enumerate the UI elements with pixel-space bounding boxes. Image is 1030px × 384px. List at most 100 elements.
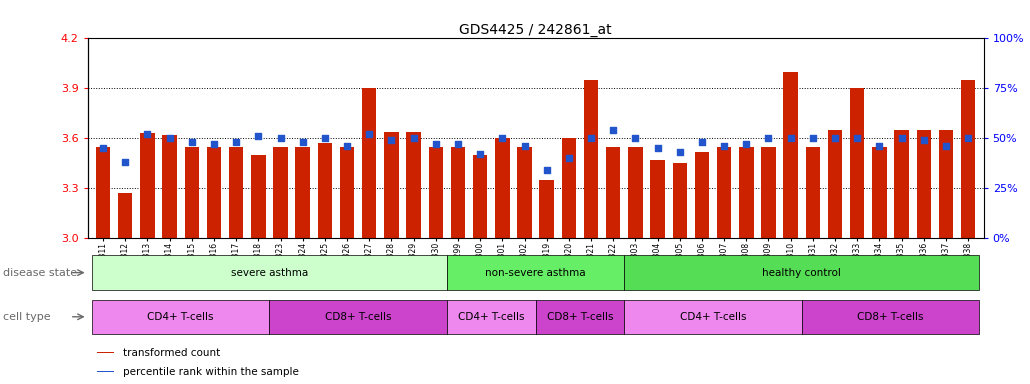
Bar <box>673 163 687 238</box>
Bar <box>447 300 536 334</box>
Point <box>162 135 178 141</box>
Bar <box>251 155 266 238</box>
Point <box>694 139 711 145</box>
Point <box>250 133 267 139</box>
Bar <box>340 147 354 238</box>
Bar <box>536 300 624 334</box>
Text: cell type: cell type <box>3 312 50 322</box>
Bar <box>207 147 221 238</box>
Point <box>272 135 288 141</box>
Bar <box>92 300 270 334</box>
Text: CD4+ T-cells: CD4+ T-cells <box>458 312 524 322</box>
Point <box>583 135 599 141</box>
Bar <box>118 193 133 238</box>
Point <box>427 141 444 147</box>
Point <box>893 135 909 141</box>
Point <box>539 167 555 173</box>
Bar <box>624 300 801 334</box>
Bar <box>517 147 531 238</box>
Point <box>295 139 311 145</box>
Bar <box>97 371 114 372</box>
Point <box>383 137 400 143</box>
Bar <box>584 80 598 238</box>
Point <box>516 143 533 149</box>
Point <box>360 131 377 137</box>
Point <box>672 149 688 155</box>
Bar <box>384 132 399 238</box>
Bar <box>447 255 624 290</box>
Bar <box>540 180 554 238</box>
Bar <box>801 300 980 334</box>
Bar <box>695 152 710 238</box>
Point <box>206 141 222 147</box>
Bar <box>92 255 447 290</box>
Point <box>627 135 644 141</box>
Bar <box>296 147 310 238</box>
Title: GDS4425 / 242861_at: GDS4425 / 242861_at <box>459 23 612 37</box>
Bar <box>917 130 931 238</box>
Bar <box>270 300 447 334</box>
Point <box>760 135 777 141</box>
Bar <box>628 147 643 238</box>
Bar <box>163 135 177 238</box>
Bar <box>97 352 114 353</box>
Point <box>649 145 665 151</box>
Point <box>871 143 888 149</box>
Bar <box>229 147 243 238</box>
Bar <box>624 255 980 290</box>
Point <box>117 159 134 165</box>
Bar <box>428 147 443 238</box>
Text: CD8+ T-cells: CD8+ T-cells <box>324 312 391 322</box>
Point <box>339 143 355 149</box>
Point <box>95 145 111 151</box>
Text: transformed count: transformed count <box>124 348 220 358</box>
Point <box>472 151 488 157</box>
Point <box>560 155 577 161</box>
Point <box>139 131 156 137</box>
Bar <box>805 147 820 238</box>
Bar <box>961 80 975 238</box>
Point <box>960 135 976 141</box>
Bar <box>184 147 199 238</box>
Text: non-severe asthma: non-severe asthma <box>485 268 586 278</box>
Point <box>849 135 865 141</box>
Bar <box>495 138 510 238</box>
Bar <box>473 155 487 238</box>
Point <box>783 135 799 141</box>
Text: percentile rank within the sample: percentile rank within the sample <box>124 367 300 377</box>
Point <box>605 127 621 133</box>
Bar <box>96 147 110 238</box>
Point <box>804 135 821 141</box>
Point <box>716 143 732 149</box>
Bar <box>938 130 953 238</box>
Bar <box>717 147 731 238</box>
Bar <box>407 132 421 238</box>
Text: CD8+ T-cells: CD8+ T-cells <box>857 312 924 322</box>
Bar <box>606 147 620 238</box>
Bar <box>317 143 332 238</box>
Bar <box>740 147 754 238</box>
Bar <box>650 160 664 238</box>
Point <box>183 139 200 145</box>
Text: CD4+ T-cells: CD4+ T-cells <box>680 312 747 322</box>
Point <box>406 135 422 141</box>
Point <box>494 135 511 141</box>
Point <box>739 141 755 147</box>
Point <box>228 139 244 145</box>
Bar <box>784 72 798 238</box>
Bar <box>761 147 776 238</box>
Bar <box>850 88 864 238</box>
Bar <box>362 88 376 238</box>
Point <box>316 135 333 141</box>
Point <box>937 143 954 149</box>
Text: CD8+ T-cells: CD8+ T-cells <box>547 312 613 322</box>
Point <box>450 141 467 147</box>
Bar <box>828 130 843 238</box>
Text: CD4+ T-cells: CD4+ T-cells <box>147 312 214 322</box>
Bar <box>140 133 154 238</box>
Point <box>827 135 844 141</box>
Bar <box>451 147 466 238</box>
Text: disease state: disease state <box>3 268 77 278</box>
Bar <box>894 130 908 238</box>
Text: healthy control: healthy control <box>762 268 842 278</box>
